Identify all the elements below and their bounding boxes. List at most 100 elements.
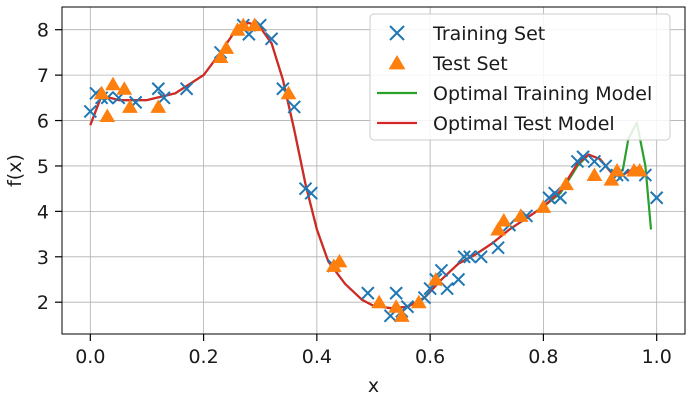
training-point	[400, 300, 415, 314]
data-markers	[83, 17, 664, 323]
test-point	[99, 108, 116, 122]
test-point	[280, 85, 297, 100]
x-marker-stroke	[151, 82, 165, 96]
axis-ticks: 0.0 0.2 0.4 0.6 0.8 1.0 2 3 4 5 6 7 8	[37, 20, 672, 368]
test-point	[246, 17, 263, 32]
x-tick-label: 0.6	[415, 346, 445, 368]
training-point	[151, 82, 165, 96]
y-tick-label: 6	[37, 111, 49, 133]
training-point	[463, 250, 477, 264]
test-point	[609, 163, 625, 177]
x-marker-stroke	[400, 300, 415, 314]
plot-frame	[61, 6, 686, 335]
x-marker-stroke	[434, 263, 449, 278]
x-marker-stroke	[361, 286, 375, 300]
training-point	[304, 186, 318, 200]
test-point	[631, 163, 648, 177]
test-point	[490, 222, 506, 236]
x-marker-stroke	[179, 82, 194, 96]
training-point	[553, 191, 568, 205]
y-tick-label: 2	[37, 292, 49, 314]
training-point	[434, 263, 449, 278]
y-tick-label: 3	[37, 247, 49, 269]
legend-label: Test Set	[432, 53, 508, 75]
test-point	[122, 99, 138, 113]
test-point	[150, 99, 167, 113]
test-point	[116, 81, 133, 95]
test-point	[558, 176, 574, 191]
legend-label: Training Set	[432, 23, 545, 45]
x-tick-label: 0.0	[75, 346, 105, 368]
y-tick-label: 7	[37, 65, 49, 87]
legend-item: Optimal Test Model	[377, 113, 615, 135]
legend-label: Optimal Test Model	[433, 113, 615, 135]
x-marker-stroke	[157, 91, 171, 105]
legend-x-marker	[389, 25, 405, 41]
training-point	[361, 286, 375, 300]
legend-item: Training Set	[389, 23, 545, 45]
x-marker-stroke	[389, 25, 405, 41]
legend-box	[369, 13, 671, 141]
x-marker-stroke	[587, 154, 602, 169]
test-point	[603, 172, 620, 186]
y-tick-label: 5	[37, 156, 49, 178]
training-point	[83, 104, 98, 119]
test-point	[586, 167, 603, 182]
test-point	[105, 76, 121, 91]
x-marker-stroke	[304, 186, 318, 200]
legend-item: Test Set	[388, 53, 508, 75]
x-marker-stroke	[463, 250, 477, 264]
training-point	[649, 191, 664, 205]
test-point	[218, 40, 235, 54]
test-point	[410, 294, 427, 309]
training-point	[587, 154, 602, 169]
training-point	[264, 32, 279, 46]
training-point	[491, 241, 505, 255]
test-point	[535, 199, 552, 213]
y-tick-label: 8	[37, 20, 49, 42]
x-tick-label: 1.0	[642, 346, 672, 368]
x-tick-label: 0.8	[528, 346, 558, 368]
x-marker-stroke	[553, 191, 568, 205]
training-point	[179, 82, 194, 96]
test-point	[393, 308, 410, 322]
y-axis-title: f(x)	[4, 154, 26, 187]
test-point	[331, 253, 348, 268]
x-axis-title: x	[368, 375, 379, 397]
training-point	[287, 100, 301, 114]
x-tick-label: 0.4	[302, 346, 332, 368]
x-marker-stroke	[451, 272, 466, 287]
legend-item: Optimal Training Model	[377, 83, 652, 105]
training-point	[457, 250, 471, 264]
x-marker-stroke	[276, 82, 290, 96]
x-marker-stroke	[649, 191, 664, 205]
test-point	[495, 212, 512, 227]
training-point	[599, 159, 613, 173]
test-point	[235, 17, 252, 32]
x-marker-stroke	[457, 250, 471, 264]
x-marker-stroke	[389, 286, 403, 300]
x-tick-label: 0.2	[188, 346, 218, 368]
test-point	[93, 85, 110, 100]
test-point	[388, 299, 405, 313]
test-point	[427, 272, 444, 286]
training-point	[576, 150, 590, 164]
x-marker-stroke	[287, 100, 301, 114]
x-marker-stroke	[491, 241, 505, 255]
training-point	[451, 272, 466, 287]
test-point	[371, 294, 388, 309]
legend: Training Set Test Set Optimal Training Mod…	[369, 13, 671, 141]
x-marker-stroke	[474, 250, 488, 264]
legend-label: Optimal Training Model	[433, 83, 652, 105]
x-marker-stroke	[264, 32, 279, 46]
training-point	[389, 286, 403, 300]
x-marker-stroke	[576, 150, 590, 164]
x-marker-stroke	[83, 104, 98, 119]
x-marker-stroke	[440, 281, 454, 296]
legend-triangle-marker	[388, 55, 406, 70]
x-marker-stroke	[599, 159, 613, 173]
training-point	[157, 91, 171, 105]
test-point	[512, 208, 529, 222]
test-point	[212, 49, 229, 63]
